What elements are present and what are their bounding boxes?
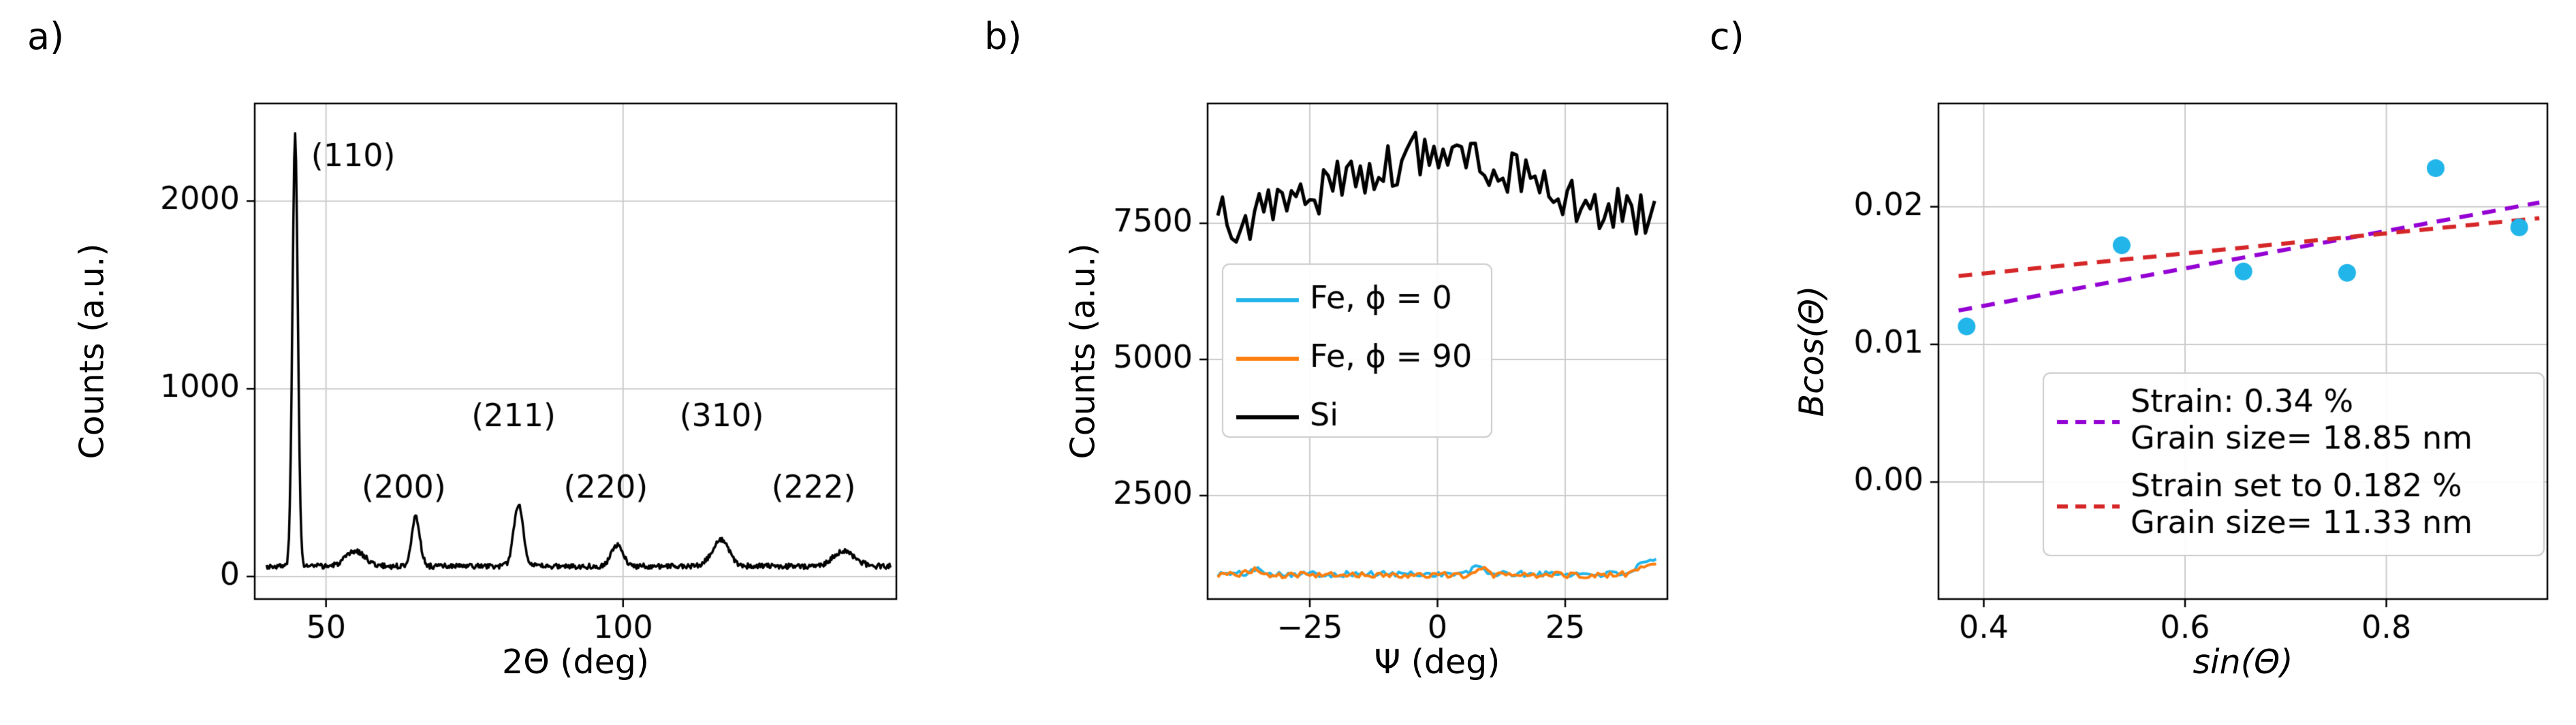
panel-c-label: c) — [1710, 15, 1744, 58]
panel-c-y-axis-title: Bcos(Θ) — [1792, 285, 1832, 417]
panel-b-y-axis-title: Counts (a.u.) — [1063, 243, 1103, 460]
panel-b-x-axis-title: Ψ (deg) — [1374, 643, 1501, 681]
panel-c-x-axis-title: sin(Θ) — [2193, 643, 2293, 681]
panel-a-label: a) — [27, 15, 65, 58]
panel-a-y-axis-title: Counts (a.u.) — [72, 243, 112, 460]
panel-a-x-axis-title: 2Θ (deg) — [502, 643, 649, 681]
panel-b-label: b) — [984, 15, 1022, 58]
